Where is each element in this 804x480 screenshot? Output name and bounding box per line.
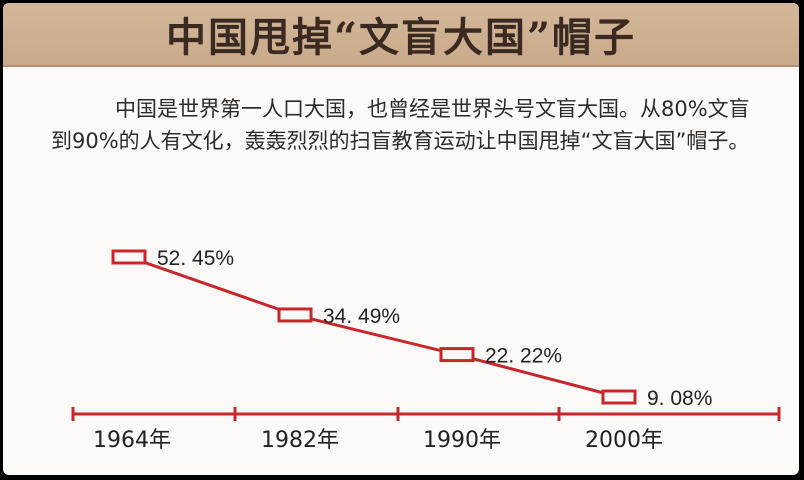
data-point-marker — [439, 347, 475, 363]
title-bar: 中国甩掉“文盲大国”帽子 — [3, 3, 799, 67]
illiteracy-rate-chart: 52. 45% 34. 49% 22. 22% 9. 08% 1964年 1982年 199… — [71, 247, 781, 453]
data-value-label: 52. 45% — [157, 247, 234, 270]
data-point-marker — [601, 389, 637, 405]
slide: 中国甩掉“文盲大国”帽子 中国是世界第一人口大国，也曾经是世界头号文盲大国。从8… — [3, 3, 799, 475]
data-value-label: 22. 22% — [485, 345, 562, 368]
data-point-marker — [111, 249, 147, 265]
data-point-marker — [277, 307, 313, 323]
slide-title: 中国甩掉“文盲大国”帽子 — [165, 14, 636, 61]
series-line-segment — [456, 353, 620, 399]
x-tick-label: 2000年 — [585, 428, 663, 453]
description-paragraph: 中国是世界第一人口大国，也曾经是世界头号文盲大国。从80%文盲到90%的人有文化… — [51, 93, 751, 157]
x-tick-label: 1964年 — [93, 428, 171, 453]
paragraph-text: 中国是世界第一人口大国，也曾经是世界头号文盲大国。从80%文盲到90%的人有文化… — [51, 97, 750, 153]
data-value-label: 34. 49% — [323, 305, 400, 328]
x-tick-label: 1982年 — [261, 428, 339, 453]
data-value-label: 9. 08% — [647, 387, 712, 410]
x-tick-label: 1990年 — [423, 428, 501, 453]
series-line-segment — [128, 255, 296, 317]
series-line-segment — [294, 313, 458, 357]
